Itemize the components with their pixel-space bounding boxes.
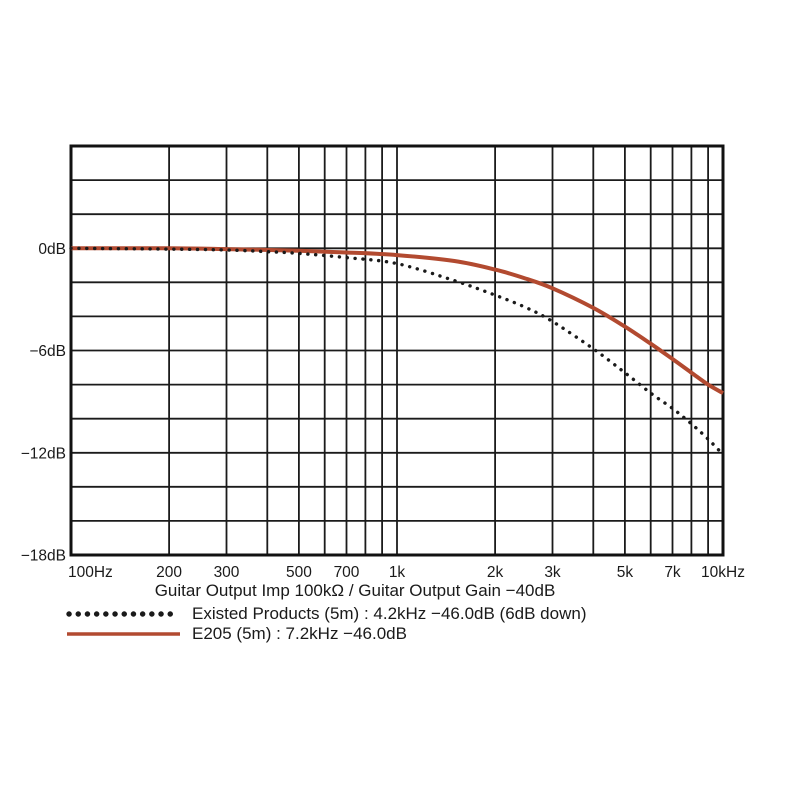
legend-item-existed-products: Existed Products (5m) : 4.2kHz −46.0dB (… <box>66 602 587 626</box>
x-axis-title: Guitar Output Imp 100kΩ / Guitar Output … <box>154 581 556 600</box>
legend-label-existed-products: Existed Products (5m) : 4.2kHz −46.0dB (… <box>192 604 587 623</box>
grid-lines <box>70 145 724 556</box>
x-tick-label: 700 <box>334 564 360 581</box>
y-tick-label: −12dB <box>21 445 66 462</box>
x-axis-labels: 100Hz 200 300 500 700 1k 2k 3k 5k 7k 10kHz <box>68 564 745 581</box>
y-axis-labels: 0dB −6dB −12dB −18dB <box>21 241 66 565</box>
x-tick-label: 200 <box>156 564 182 581</box>
x-tick-label: 3k <box>544 564 561 581</box>
y-tick-label: −18dB <box>21 548 66 565</box>
dotted-line-swatch <box>66 611 182 617</box>
solid-line-swatch <box>67 632 180 636</box>
curve-existed-products <box>69 246 725 457</box>
x-tick-label: 10kHz <box>701 564 745 581</box>
y-tick-label: −6dB <box>29 343 66 360</box>
x-tick-label: 100Hz <box>68 564 113 581</box>
x-tick-label: 300 <box>214 564 240 581</box>
legend-label-e205: E205 (5m) : 7.2kHz −46.0dB <box>192 624 407 643</box>
x-tick-label: 500 <box>286 564 312 581</box>
legend-item-e205: E205 (5m) : 7.2kHz −46.0dB <box>66 622 407 646</box>
x-tick-label: 2k <box>487 564 504 581</box>
x-tick-label: 7k <box>664 564 681 581</box>
plot-border <box>69 144 725 557</box>
x-tick-label: 5k <box>617 564 634 581</box>
y-tick-label: 0dB <box>38 241 66 258</box>
x-tick-label: 1k <box>389 564 406 581</box>
